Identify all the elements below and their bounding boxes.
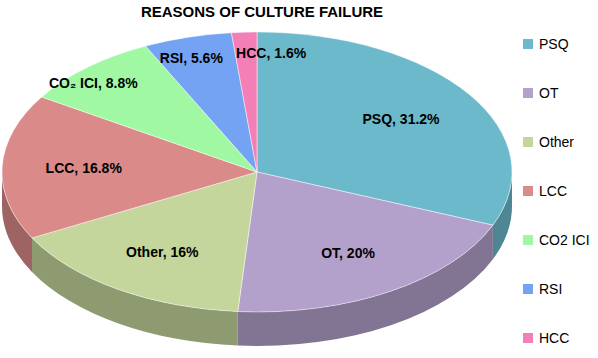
- legend-label: LCC: [539, 183, 567, 199]
- legend-swatch: [523, 235, 533, 245]
- data-label: PSQ, 31.2%: [363, 111, 441, 127]
- legend-label: PSQ: [539, 36, 569, 52]
- plot: [2, 32, 512, 346]
- data-label: CO₂ ICI, 8.8%: [49, 75, 138, 91]
- legend-swatch: [523, 39, 533, 49]
- legend-label: RSI: [539, 281, 562, 297]
- legend-swatch: [523, 284, 533, 294]
- chart: REASONS OF CULTURE FAILURE PSQ, 31.2% OT, …: [0, 0, 598, 358]
- legend-swatch: [523, 88, 533, 98]
- legend-label: OT: [539, 85, 559, 101]
- legend-swatch: [523, 333, 533, 343]
- data-label: RSI, 5.6%: [160, 50, 224, 66]
- data-labels: PSQ, 31.2% OT, 20% Other, 16% LCC, 16.8% CO₂…: [46, 45, 440, 261]
- legend: PSQ OT Other LCC CO2 ICI RSI HCC: [523, 36, 590, 346]
- data-label: LCC, 16.8%: [46, 160, 123, 176]
- pie-top: [2, 32, 512, 312]
- slice: [238, 172, 493, 312]
- legend-swatch: [523, 186, 533, 196]
- legend-label: HCC: [539, 330, 569, 346]
- data-label: HCC, 1.6%: [236, 45, 307, 61]
- legend-label: Other: [539, 134, 574, 150]
- title: REASONS OF CULTURE FAILURE: [141, 3, 383, 20]
- data-label: OT, 20%: [321, 245, 375, 261]
- data-label: Other, 16%: [126, 244, 199, 260]
- legend-swatch: [523, 137, 533, 147]
- legend-label: CO2 ICI: [539, 232, 590, 248]
